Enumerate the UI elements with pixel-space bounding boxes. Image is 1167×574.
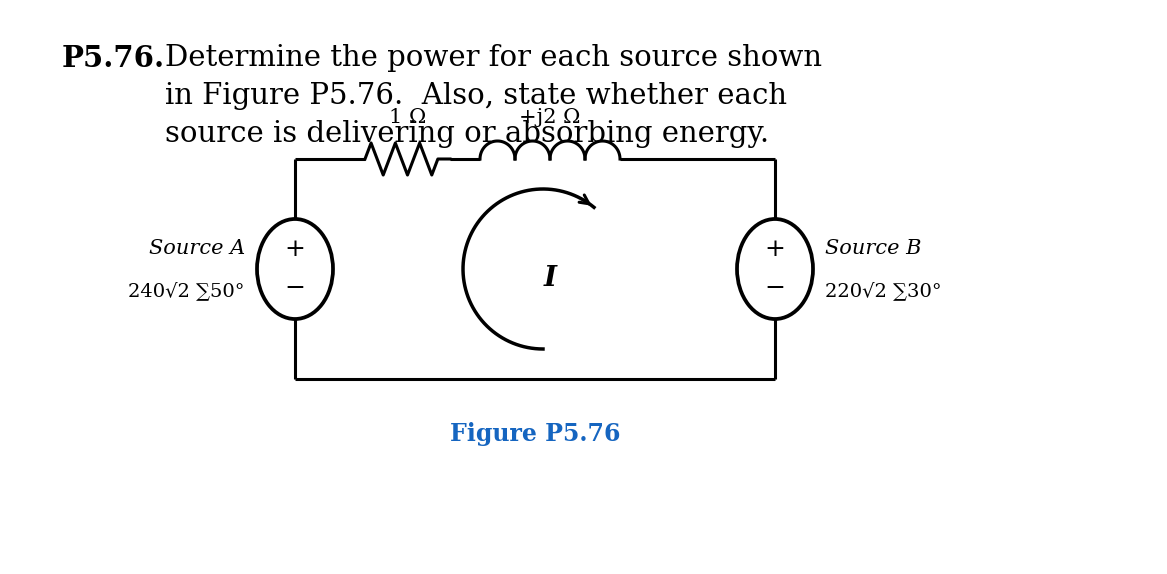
Text: +: + xyxy=(285,238,306,261)
Text: 220√2 ∑30°: 220√2 ∑30° xyxy=(825,282,942,300)
Text: +: + xyxy=(764,238,785,261)
Text: Determine the power for each source shown: Determine the power for each source show… xyxy=(165,44,822,72)
Text: in Figure P5.76.  Also, state whether each: in Figure P5.76. Also, state whether eac… xyxy=(165,82,787,110)
Text: Figure P5.76: Figure P5.76 xyxy=(449,422,620,446)
Text: +j2 Ω: +j2 Ω xyxy=(519,108,581,127)
Text: −: − xyxy=(285,277,306,301)
Text: Source A: Source A xyxy=(148,239,245,258)
Text: P5.76.: P5.76. xyxy=(62,44,165,73)
Text: 240√2 ∑50°: 240√2 ∑50° xyxy=(128,282,245,300)
Text: I: I xyxy=(544,266,557,293)
Text: source is delivering or absorbing energy.: source is delivering or absorbing energy… xyxy=(165,120,769,148)
Text: −: − xyxy=(764,277,785,301)
Text: Source B: Source B xyxy=(825,239,922,258)
Text: 1 Ω: 1 Ω xyxy=(389,108,426,127)
